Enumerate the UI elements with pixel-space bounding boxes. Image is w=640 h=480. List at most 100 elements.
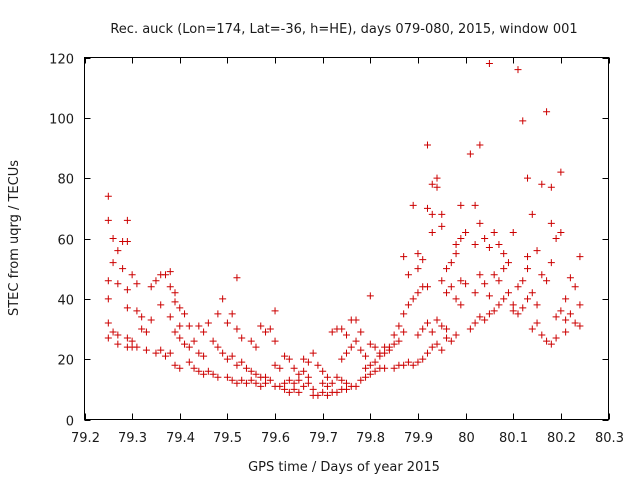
data-point [114, 340, 122, 348]
data-point [552, 313, 560, 321]
data-point [238, 358, 246, 366]
data-point [300, 355, 308, 363]
data-point [495, 301, 503, 309]
data-point [366, 361, 374, 369]
data-point [104, 216, 112, 224]
data-point [138, 325, 146, 333]
data-point [519, 117, 527, 125]
y-axis-tick-labels: 0 20 40 60 80 100 120 [49, 53, 74, 430]
data-point [538, 271, 546, 279]
data-point [414, 250, 422, 258]
data-point [509, 228, 517, 236]
data-point [557, 168, 565, 176]
x-axis-tick-labels: 79.2 79.3 79.4 79.5 79.6 79.7 79.8 79.9 80 80.1 80… [71, 431, 624, 446]
data-point [509, 307, 517, 315]
data-point [195, 367, 203, 375]
data-point [576, 253, 584, 261]
axis-ticks [84, 57, 610, 421]
data-point [504, 259, 512, 267]
data-point [447, 337, 455, 345]
data-point [552, 235, 560, 242]
data-point [214, 343, 222, 351]
data-point [104, 319, 112, 327]
data-point [247, 367, 255, 375]
data-point [123, 343, 131, 351]
data-point [323, 391, 331, 399]
data-point [547, 183, 555, 191]
data-point [114, 247, 122, 255]
data-point [290, 379, 298, 387]
data-point [262, 373, 270, 381]
data-point [381, 364, 389, 372]
data-point [519, 304, 527, 312]
data-point [347, 343, 355, 351]
data-point [371, 358, 379, 366]
data-point [109, 259, 117, 267]
data-point [166, 313, 174, 321]
data-point [242, 364, 250, 372]
data-point [328, 328, 336, 336]
data-point [414, 331, 422, 339]
data-point [524, 295, 532, 303]
data-point [433, 340, 441, 348]
data-point [223, 373, 231, 381]
data-point [123, 334, 131, 342]
data-point [428, 180, 436, 188]
data-point [438, 346, 446, 354]
data-point [390, 340, 398, 348]
data-point [524, 174, 532, 182]
data-point [314, 391, 322, 399]
data-point [514, 66, 522, 74]
data-point [409, 361, 417, 369]
x-tick-label: 79.3 [118, 431, 147, 446]
data-point [538, 180, 546, 188]
data-point [566, 274, 574, 282]
data-point [438, 210, 446, 218]
data-point [481, 316, 489, 324]
data-point [161, 271, 169, 279]
plot-area [84, 57, 609, 420]
data-point [476, 219, 484, 227]
data-point [262, 379, 270, 387]
data-point [447, 259, 455, 267]
y-tick-label: 120 [49, 53, 74, 68]
data-point [338, 355, 346, 363]
data-point [366, 340, 374, 348]
data-point [228, 376, 236, 384]
data-point [185, 358, 193, 366]
data-point [566, 310, 574, 318]
data-point [304, 358, 312, 366]
x-tick-label: 79.4 [166, 431, 195, 446]
data-point [428, 210, 436, 218]
data-point [323, 382, 331, 390]
data-point [562, 328, 570, 336]
data-point [128, 337, 136, 345]
data-point [343, 331, 350, 339]
data-point [161, 352, 169, 360]
data-point [209, 370, 217, 378]
x-tick-label: 80.3 [595, 431, 624, 446]
data-point [171, 328, 179, 336]
data-point [281, 385, 289, 393]
data-point [223, 355, 231, 363]
data-point [276, 382, 284, 390]
data-point [366, 370, 374, 378]
data-point [300, 367, 308, 375]
data-point [457, 201, 465, 209]
data-point [176, 364, 184, 372]
data-point [228, 310, 236, 318]
data-point [171, 298, 179, 306]
data-point [519, 277, 527, 285]
data-point [333, 373, 341, 381]
data-point [495, 277, 503, 285]
data-point [490, 307, 498, 315]
data-point [304, 379, 312, 387]
y-tick-label: 0 [66, 415, 74, 430]
data-point [209, 337, 217, 345]
data-point [390, 331, 398, 339]
data-point [314, 361, 322, 369]
data-point [123, 238, 131, 246]
data-point [552, 334, 560, 342]
data-point [252, 379, 260, 387]
data-point [262, 328, 270, 336]
